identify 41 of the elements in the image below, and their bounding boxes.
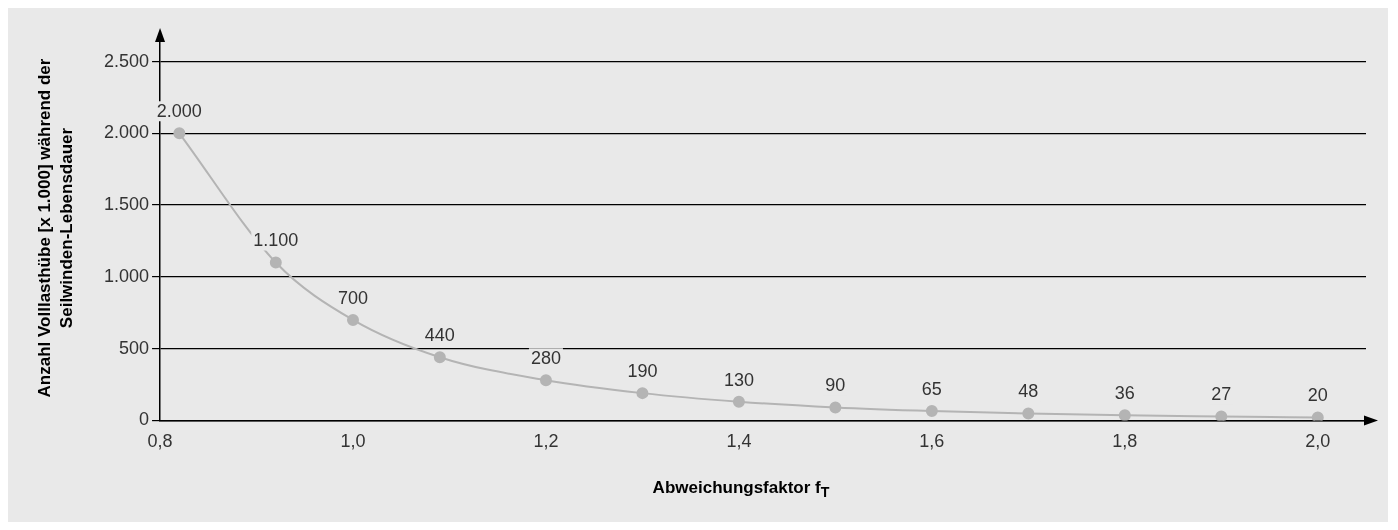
y-tick-label: 1.500 bbox=[104, 194, 150, 215]
data-label: 27 bbox=[1211, 384, 1232, 405]
point bbox=[1118, 409, 1131, 421]
x-tick-label: 1,0 bbox=[340, 431, 366, 452]
point bbox=[829, 401, 842, 414]
data-label: 280 bbox=[530, 348, 561, 369]
y-axis-title: Anzahl Volllasthübe [x 1.000] während der Seilwinden-Lebensdauer bbox=[34, 57, 77, 400]
point bbox=[433, 351, 446, 364]
point bbox=[347, 313, 359, 326]
data-label: 36 bbox=[1114, 383, 1135, 404]
data-label: 190 bbox=[627, 361, 658, 382]
point bbox=[1022, 407, 1035, 420]
x-tick-label: 2,0 bbox=[1305, 431, 1331, 452]
y-tick-label: 2.500 bbox=[104, 50, 150, 71]
point bbox=[269, 256, 282, 269]
point bbox=[1311, 411, 1324, 421]
x-axis-title: Abweichungsfaktor f$_{T}$ bbox=[651, 478, 831, 501]
y-tick-label: 500 bbox=[119, 337, 150, 358]
data-label: 700 bbox=[337, 287, 369, 308]
x-tick-label: 1,8 bbox=[1112, 431, 1138, 452]
y-tick-label: 0 bbox=[139, 409, 150, 430]
data-label: 130 bbox=[723, 369, 754, 390]
point bbox=[636, 387, 649, 400]
point bbox=[732, 395, 745, 408]
data-label: 90 bbox=[825, 375, 846, 396]
y-tick-label: 1.000 bbox=[104, 265, 150, 286]
point bbox=[925, 405, 938, 418]
point bbox=[173, 127, 186, 140]
x-tick-label: 1,6 bbox=[919, 431, 945, 452]
data-label: 2.000 bbox=[156, 101, 202, 122]
data-label: 20 bbox=[1307, 385, 1328, 406]
data-label: 440 bbox=[424, 325, 455, 346]
data-label: 48 bbox=[1018, 381, 1039, 402]
data-label: 1.100 bbox=[253, 230, 299, 251]
x-tick-label: 1,2 bbox=[533, 431, 559, 452]
data-label: 65 bbox=[921, 379, 942, 400]
point bbox=[539, 374, 552, 387]
point bbox=[1215, 410, 1228, 421]
y-tick-label: 2.000 bbox=[104, 122, 150, 143]
x-tick-label: 1,4 bbox=[726, 431, 752, 452]
x-tick-label: 0,8 bbox=[147, 431, 173, 452]
